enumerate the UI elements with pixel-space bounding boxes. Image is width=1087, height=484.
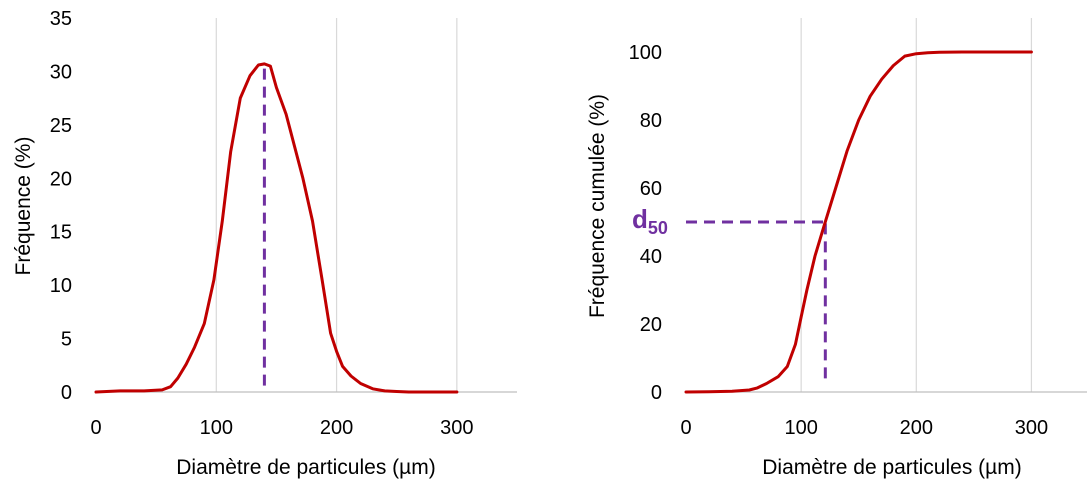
cumulative-chart-series (684, 50, 1033, 394)
cumulative-chart-x-axis-title: Diamètre de particules (µm) (762, 456, 1022, 479)
x-tick-label-300: 300 (1015, 417, 1048, 439)
x-tick-label-300: 300 (440, 417, 473, 439)
y-tick-label-5: 5 (61, 329, 72, 351)
x-tick-label-0: 0 (680, 417, 691, 439)
y-tick-label-35: 35 (50, 8, 72, 30)
cumulative-frequency-chart: 0 100 200 300 0 20 40 60 80 100 Diamètre de part… (586, 18, 1087, 479)
y-tick-label-20: 20 (640, 314, 662, 336)
y-tick-label-0: 0 (61, 382, 72, 404)
cumulative-chart-gridlines (686, 18, 1087, 393)
d50-annotation-letter: d (632, 204, 648, 234)
x-tick-label-100: 100 (200, 417, 233, 439)
frequency-chart-x-tick-labels: 0 100 200 300 (90, 417, 473, 439)
y-tick-label-40: 40 (640, 246, 662, 268)
frequency-chart-gridlines (96, 18, 517, 393)
d50-annotation: d50 (632, 204, 668, 238)
cumulative-chart-reference-lines (686, 220, 827, 379)
y-tick-label-25: 25 (50, 115, 72, 137)
y-tick-label-80: 80 (640, 110, 662, 132)
series-line-0 (684, 50, 1033, 394)
frequency-chart: 0 100 200 300 0 5 10 15 20 25 30 35 Diamètre de pa… (12, 8, 517, 479)
cumulative-chart-y-axis-title: Fréquence cumulée (%) (586, 94, 609, 318)
cumulative-chart-x-tick-labels: 0 100 200 300 (680, 417, 1048, 439)
y-tick-label-30: 30 (50, 61, 72, 83)
frequency-chart-y-axis-title: Fréquence (%) (12, 137, 35, 276)
x-tick-label-100: 100 (784, 417, 817, 439)
cumulative-chart-y-tick-labels: 0 20 40 60 80 100 (629, 42, 662, 404)
y-tick-label-10: 10 (50, 275, 72, 297)
x-tick-label-200: 200 (900, 417, 933, 439)
x-tick-label-200: 200 (320, 417, 353, 439)
y-tick-label-15: 15 (50, 222, 72, 244)
y-tick-label-0: 0 (651, 382, 662, 404)
y-tick-label-20: 20 (50, 168, 72, 190)
frequency-chart-series (94, 62, 459, 394)
y-tick-label-100: 100 (629, 42, 662, 64)
x-tick-label-0: 0 (90, 417, 101, 439)
frequency-chart-y-tick-labels: 0 5 10 15 20 25 30 35 (50, 8, 72, 404)
y-tick-label-60: 60 (640, 178, 662, 200)
d50-annotation-subscript: 50 (648, 218, 668, 238)
series-line-0 (94, 62, 459, 394)
frequency-chart-x-axis-title: Diamètre de particules (µm) (176, 456, 436, 479)
